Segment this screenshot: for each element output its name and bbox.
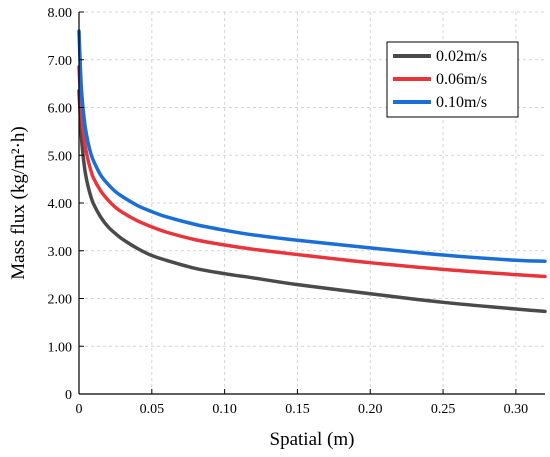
x-tick-label: 0.20 bbox=[358, 402, 383, 417]
x-tick-label: 0.05 bbox=[140, 402, 165, 417]
x-tick-label: 0 bbox=[76, 402, 83, 417]
legend-label-1: 0.02m/s bbox=[436, 48, 487, 65]
x-tick-label: 0.15 bbox=[285, 402, 310, 417]
series-line-3 bbox=[77, 29, 547, 263]
y-tick-labels: 0 1.00 2.00 3.00 4.00 5.00 6.00 7.00 8.00 bbox=[48, 6, 73, 403]
x-tick-label: 0.10 bbox=[212, 402, 237, 417]
legend-label-3: 0.10m/s bbox=[436, 94, 487, 111]
y-tick-label: 5.00 bbox=[48, 149, 73, 164]
y-tick-label: 6.00 bbox=[48, 102, 73, 117]
x-tick-labels: 0 0.05 0.10 0.15 0.20 0.25 0.30 bbox=[76, 402, 529, 417]
grid bbox=[79, 11, 545, 394]
y-tick-label: 8.00 bbox=[48, 6, 73, 21]
x-tick-label: 0.25 bbox=[431, 402, 456, 417]
y-tick-label: 1.00 bbox=[48, 340, 73, 355]
axes bbox=[78, 11, 545, 395]
legend-label-2: 0.06m/s bbox=[436, 71, 487, 88]
y-tick-label: 0 bbox=[65, 388, 72, 403]
series-layer bbox=[77, 29, 547, 314]
x-tick-label: 0.30 bbox=[504, 402, 529, 417]
y-tick-label: 2.00 bbox=[48, 293, 73, 308]
series-line-1 bbox=[77, 89, 547, 314]
y-axis-title: Mass flux (kg/m²·h) bbox=[8, 126, 29, 279]
legend: 0.02m/s 0.06m/s 0.10m/s bbox=[386, 41, 519, 118]
y-tick-label: 3.00 bbox=[48, 245, 73, 260]
y-tick-label: 7.00 bbox=[48, 54, 73, 69]
series-line-2 bbox=[77, 65, 547, 279]
y-tick-label: 4.00 bbox=[48, 197, 73, 212]
x-axis-title: Spatial (m) bbox=[270, 429, 355, 450]
